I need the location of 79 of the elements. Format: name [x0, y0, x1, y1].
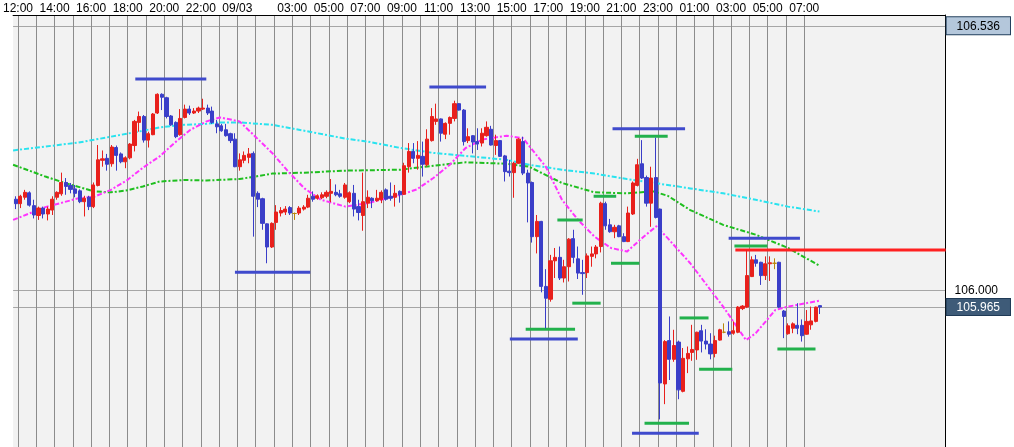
candlestick: [708, 332, 713, 360]
candlestick: [489, 125, 493, 147]
candlestick: [334, 183, 338, 197]
candlestick: [306, 194, 310, 209]
candlestick: [676, 340, 681, 400]
x-tick-label: 07:00: [789, 1, 820, 15]
x-tick-label: 09/03: [222, 1, 253, 15]
candlestick: [370, 196, 374, 209]
x-tick-label: 13:00: [460, 1, 491, 15]
candlestick: [818, 304, 822, 315]
x-tick-label: 22:00: [185, 1, 217, 15]
candlestick: [535, 214, 539, 254]
y-tick-label: 106.536: [956, 19, 1001, 34]
x-tick-label: 23:00: [642, 1, 674, 15]
candlestick: [238, 152, 242, 172]
x-tick-label: 21:00: [606, 1, 637, 15]
candlestick: [494, 134, 498, 156]
x-tick-label: 09:00: [386, 1, 418, 15]
x-tick-label: 11:00: [423, 1, 454, 15]
candlestick: [183, 104, 187, 119]
candlestick: [411, 142, 415, 164]
candlestick: [59, 172, 63, 197]
x-tick-label: 18:00: [112, 1, 144, 15]
candlestick: [375, 189, 379, 203]
candlestick: [68, 182, 73, 194]
candlestick: [215, 119, 219, 134]
candlestick: [612, 224, 617, 239]
x-tick-label: 01:00: [679, 1, 710, 15]
candlestick: [187, 105, 191, 116]
candlestick: [105, 153, 109, 172]
candlestick: [475, 127, 479, 151]
candlestick: [804, 309, 809, 336]
candlestick: [283, 205, 287, 216]
candlestick: [439, 117, 443, 143]
candlestick: [388, 181, 393, 202]
candlestick: [667, 315, 671, 381]
x-tick-label: 05:00: [313, 1, 345, 15]
x-tick-label: 05:00: [752, 1, 783, 15]
x-tick-label: 15:00: [496, 1, 527, 15]
candlestick: [288, 205, 292, 216]
y-tick-label: 105.965: [956, 300, 1001, 315]
candlestick: [110, 144, 114, 168]
candlestick: [772, 257, 777, 270]
candlestick: [82, 195, 86, 217]
candlestick: [777, 261, 781, 309]
candlestick: [343, 182, 347, 200]
x-tick-label: 12:00: [2, 1, 34, 15]
x-tick-label: 03:00: [277, 1, 308, 15]
x-tick-label: 03:00: [716, 1, 747, 15]
candlestick: [41, 206, 45, 219]
candlestick: [210, 106, 214, 125]
candlestick: [782, 309, 786, 339]
candlestick: [87, 195, 91, 211]
candlestick: [178, 108, 182, 137]
x-tick-label: 20:00: [149, 1, 180, 15]
candlestick: [649, 166, 653, 228]
candlestick: [558, 246, 562, 281]
candlestick: [571, 229, 575, 264]
candlestick: [420, 141, 425, 178]
candlestick: [311, 190, 315, 203]
candlestick: [379, 189, 383, 204]
candlestick: [466, 127, 470, 144]
candlestick: [672, 329, 676, 363]
x-tick-label: 17:00: [533, 1, 564, 15]
candlestick: [507, 159, 511, 178]
candlestick: [727, 320, 731, 338]
x-tick-label: 07:00: [350, 1, 381, 15]
x-tick-label: 16:00: [76, 1, 107, 15]
x-tick-label: 14:00: [39, 1, 70, 15]
candlestick: [50, 195, 54, 216]
candlestick: [416, 140, 420, 171]
candlestick: [36, 206, 41, 221]
y-tick-label: 106.000: [954, 282, 999, 297]
x-tick-label: 19:00: [569, 1, 601, 15]
candlestick: [14, 195, 18, 210]
candlestick: [663, 339, 667, 405]
candlestick: [398, 189, 402, 204]
candlestick: [142, 114, 146, 144]
candlestick: [393, 184, 397, 208]
